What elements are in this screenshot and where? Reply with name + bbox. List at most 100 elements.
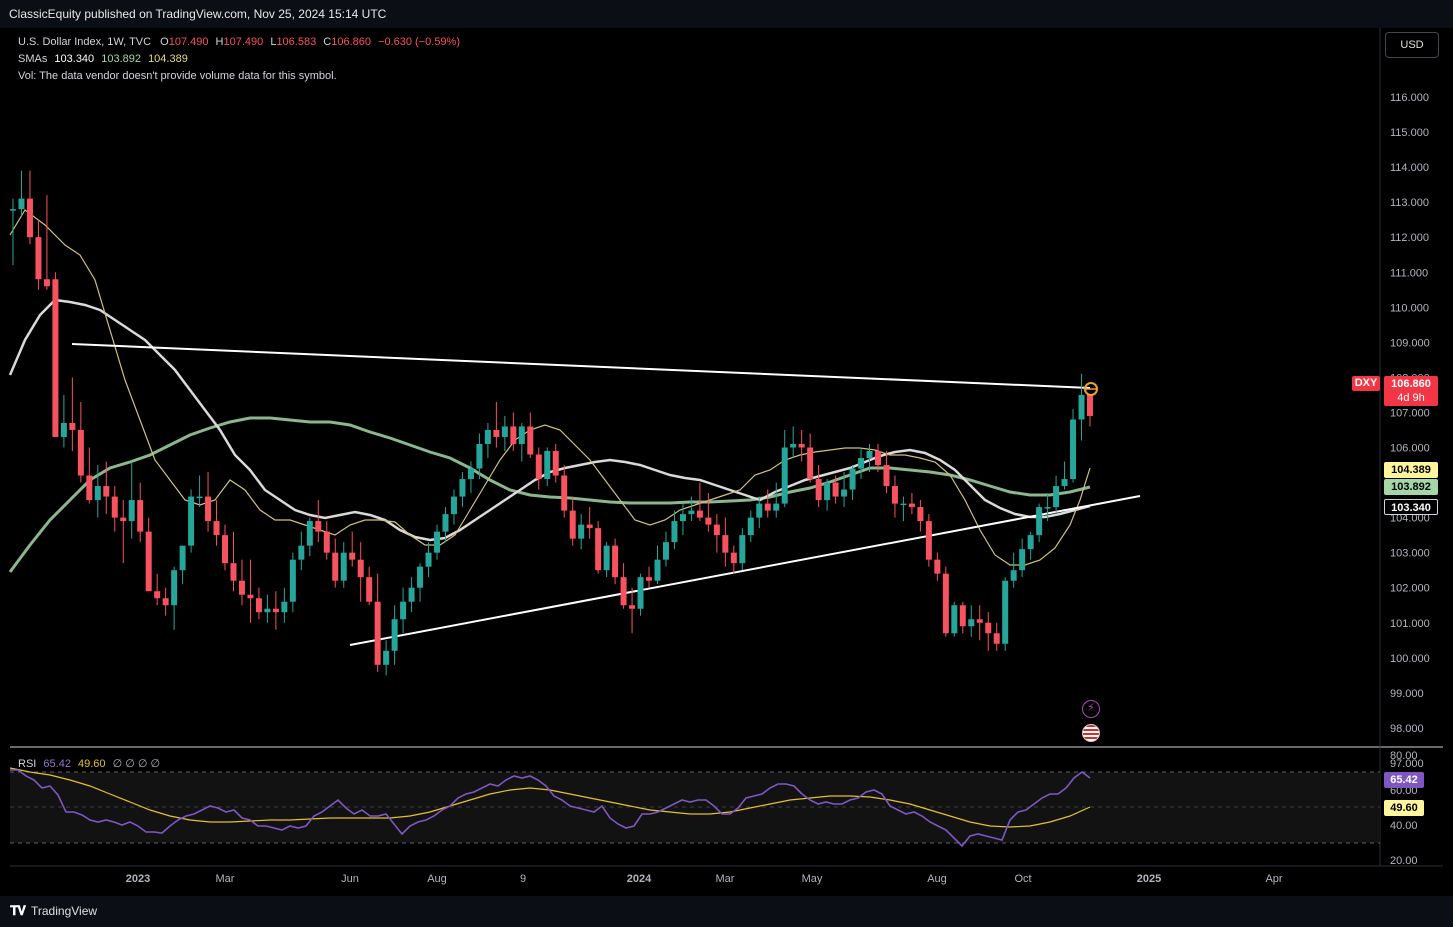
smas-legend: SMAs 103.340 103.892 104.389 <box>18 53 188 65</box>
candle <box>891 475 898 518</box>
currency-button[interactable]: USD <box>1385 32 1439 58</box>
sma2-tag: 103.892 <box>1384 479 1438 495</box>
candle <box>43 195 50 290</box>
price-tick-label: 98.000 <box>1390 723 1424 735</box>
candle-body <box>841 489 848 497</box>
candle <box>1087 394 1093 427</box>
candle-body <box>357 559 364 578</box>
change-value: −0.630 (−0.59%) <box>378 36 460 48</box>
candle-body <box>247 594 254 599</box>
candle-body <box>264 608 271 613</box>
high-value: 107.490 <box>223 36 264 48</box>
ohlc-legend: U.S. Dollar Index, 1W, TVC O107.490 H107… <box>18 36 460 48</box>
candle-body <box>891 486 898 504</box>
candle-body <box>646 577 653 581</box>
candle <box>883 451 890 494</box>
candle <box>959 601 966 634</box>
candle <box>86 447 93 504</box>
tradingview-logo[interactable]: 𝐓𝐕 TradingView <box>10 903 97 919</box>
candle <box>968 605 975 637</box>
time-tick-label: Aug <box>927 873 947 885</box>
candle-body <box>289 559 296 602</box>
candle <box>747 510 754 543</box>
candle-body <box>137 500 144 532</box>
candle <box>1078 373 1085 441</box>
candle-body <box>1078 394 1085 420</box>
candle-body <box>501 426 508 437</box>
candle-body <box>1019 549 1026 571</box>
bar-countdown: 4d 9h <box>1397 392 1425 404</box>
candle <box>196 475 203 508</box>
price-tick-label: 114.000 <box>1390 162 1429 174</box>
price-axis[interactable]: 116.000 115.000 114.000 113.000 112.000 111.0… <box>1390 92 1430 770</box>
candle-body <box>332 552 339 581</box>
candle-body <box>968 619 975 627</box>
candle-body <box>52 279 59 437</box>
trendline-lower <box>349 495 1141 646</box>
candle-body <box>662 542 669 560</box>
candle <box>434 524 441 560</box>
candle <box>103 461 110 515</box>
candle <box>662 531 669 567</box>
candle-body <box>1087 394 1093 416</box>
candle-body <box>959 605 966 627</box>
high-label: H <box>215 36 224 48</box>
low-label: L <box>270 36 277 48</box>
candle <box>807 433 814 483</box>
candle <box>188 489 195 553</box>
candle <box>501 415 508 452</box>
candle <box>289 552 296 613</box>
candle-body <box>739 535 746 564</box>
candle-body <box>815 479 822 501</box>
candle <box>832 475 839 504</box>
candle <box>162 587 169 616</box>
candle <box>1010 552 1017 588</box>
candle <box>1036 503 1043 543</box>
candle <box>841 472 848 508</box>
candle-body <box>900 503 907 506</box>
time-tick-label: May <box>802 873 823 885</box>
vol-legend: Vol: The data vendor doesn't provide vol… <box>18 70 337 82</box>
alert-marker-icon[interactable] <box>1084 382 1098 396</box>
trendlines[interactable] <box>71 343 1141 646</box>
smas-label[interactable]: SMAs <box>18 53 48 65</box>
candle-body <box>552 451 559 476</box>
price-tick-label: 106.000 <box>1390 443 1430 455</box>
time-axis[interactable]: 2023 Mar Jun Aug 9 2024 Mar May Aug Oct 2025 Apr <box>126 873 1283 885</box>
candle-body <box>883 465 890 487</box>
candle-body <box>722 535 729 553</box>
price-tick-label: 115.000 <box>1390 127 1429 139</box>
lightning-event-icon[interactable]: ⚡ <box>1082 700 1100 718</box>
candle <box>730 545 737 574</box>
candle-body <box>908 503 915 508</box>
candle-body <box>756 503 763 518</box>
candlesticks <box>10 170 1093 676</box>
candle <box>925 514 932 567</box>
rsi-label[interactable]: RSI <box>18 758 37 770</box>
symbol-title[interactable]: U.S. Dollar Index, 1W, TVC <box>18 36 152 48</box>
candle-body <box>86 475 93 501</box>
candle-body <box>434 531 441 553</box>
candle-body <box>1061 479 1068 487</box>
candle-body <box>26 198 33 238</box>
vol-note[interactable]: Vol: The data vendor doesn't provide vol… <box>18 70 337 82</box>
candle-body <box>213 521 220 536</box>
price-tick-label: 101.000 <box>1390 618 1430 630</box>
candle <box>815 465 822 508</box>
candle-body <box>510 426 517 444</box>
candle <box>400 587 407 634</box>
candle-body <box>620 577 627 606</box>
low-value: 106.583 <box>276 36 317 48</box>
us-flag-event-icon[interactable] <box>1082 724 1100 742</box>
close-label: C <box>323 36 332 48</box>
price-tick-label: 104.000 <box>1390 513 1430 525</box>
candle-body <box>713 524 720 536</box>
candle <box>1002 577 1009 651</box>
rsi-axis[interactable]: 80.00 60.00 40.00 20.00 <box>1390 750 1418 867</box>
candle <box>773 482 780 518</box>
candle-body <box>374 601 381 665</box>
candle-body <box>18 198 25 210</box>
candle <box>993 622 1000 651</box>
last-price-tag: 106.860 4d 9h <box>1384 376 1438 406</box>
